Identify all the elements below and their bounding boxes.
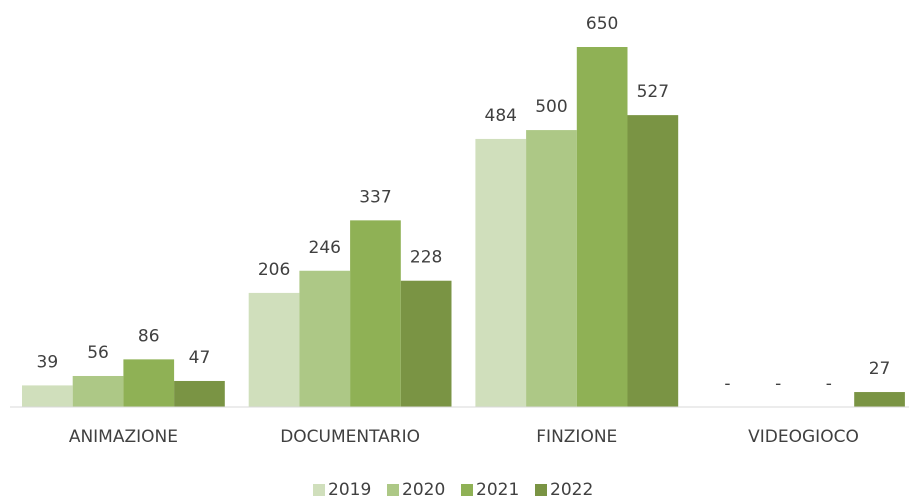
- value-label: 206: [258, 260, 290, 280]
- value-label: 86: [138, 326, 160, 346]
- x-tick-label: FINZIONE: [536, 427, 617, 447]
- value-label: 228: [410, 248, 442, 268]
- value-label: 650: [586, 14, 618, 34]
- value-label: 500: [535, 97, 567, 117]
- bar: [350, 220, 401, 407]
- value-label: -: [826, 374, 832, 394]
- bar: [526, 130, 577, 408]
- value-label: 56: [87, 343, 109, 363]
- bar: [248, 292, 300, 407]
- value-label: 246: [309, 238, 341, 258]
- bar: [22, 385, 73, 407]
- value-label: -: [775, 374, 781, 394]
- value-label: -: [724, 374, 730, 394]
- value-label: 527: [637, 82, 669, 102]
- x-tick-label: DOCUMENTARIO: [280, 427, 420, 447]
- bar: [627, 115, 679, 407]
- bar: [72, 375, 124, 407]
- value-label: 484: [485, 106, 517, 126]
- legend-swatch: [535, 484, 547, 496]
- bar: [174, 380, 225, 407]
- x-tick-label: ANIMAZIONE: [69, 427, 178, 447]
- value-label: 337: [359, 187, 391, 207]
- value-label: 27: [869, 359, 891, 379]
- x-tick-label: VIDEOGIOCO: [748, 427, 859, 447]
- legend-label: 2019: [328, 480, 371, 498]
- bar: [123, 359, 175, 407]
- bar: [400, 280, 452, 407]
- bar: [475, 138, 527, 407]
- bar: [576, 47, 628, 407]
- legend-label: 2020: [402, 480, 445, 498]
- legend-swatch: [387, 484, 399, 496]
- value-label: 39: [37, 352, 59, 372]
- legend-label: 2022: [550, 480, 593, 498]
- legend-swatch: [461, 484, 473, 496]
- bar: [299, 270, 351, 407]
- legend-swatch: [313, 484, 325, 496]
- value-label: 47: [189, 348, 211, 368]
- legend-label: 2021: [476, 480, 519, 498]
- bar: [854, 392, 905, 407]
